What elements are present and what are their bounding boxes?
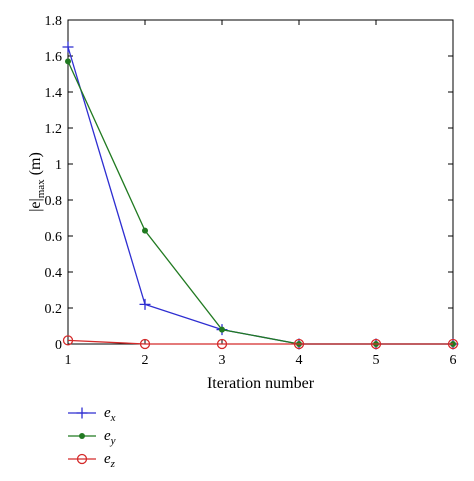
y-tick-label: 1: [55, 158, 62, 173]
legend-label-sub: y: [110, 435, 116, 447]
legend-label-sub: z: [110, 458, 116, 470]
x-axis-label: Iteration number: [207, 375, 315, 392]
data-point-ey: [142, 227, 148, 234]
y-tick-label: 1.2: [45, 122, 63, 137]
legend-label: ey: [104, 428, 116, 447]
y-axis-label-sub: max: [35, 179, 47, 198]
legend-marker: [79, 433, 85, 439]
y-axis: 0 0.2 0.4 0.6 0.8 1 1.2 1.4 1.6 1.8: [45, 14, 453, 353]
data-point-ey: [219, 326, 225, 333]
data-point-ez: [447, 338, 459, 350]
data-point-ex: [62, 41, 74, 53]
legend-label-main: e: [104, 451, 111, 467]
x-tick-label: 2: [142, 353, 149, 368]
legend-label-main: e: [104, 405, 111, 421]
y-tick-label: 0.2: [45, 302, 63, 317]
y-axis-label-unit: (m): [27, 152, 44, 179]
legend-item-ey: ey: [68, 428, 116, 447]
y-tick-label: 1.6: [45, 50, 63, 65]
x-tick-label: 6: [450, 353, 457, 368]
legend-item-ex: ex: [68, 405, 116, 424]
data-point-ez: [139, 338, 151, 350]
y-tick-label: 0.6: [45, 230, 63, 245]
legend-label: ex: [104, 405, 116, 424]
series-ey: [65, 58, 456, 347]
series-line-ex: [67, 46, 453, 345]
x-tick-label: 5: [373, 353, 380, 368]
legend-label-sub: x: [110, 412, 116, 424]
legend-label-main: e: [104, 428, 111, 444]
plot-area-frame: [67, 19, 454, 345]
series-ez: [62, 335, 459, 350]
data-point-ez: [62, 335, 74, 346]
x-tick-label: 1: [65, 353, 72, 368]
x-axis: 1 2 3 4 5 6: [65, 20, 457, 368]
y-tick-label: 1.4: [45, 86, 63, 101]
legend-marker: [76, 407, 88, 419]
series-line-ez: [67, 339, 453, 345]
data-point-ex: [139, 298, 151, 310]
y-tick-label: 0.8: [45, 194, 63, 209]
y-tick-label: 0: [55, 338, 62, 353]
legend-item-ez: ez: [68, 451, 116, 470]
series-line-ey: [67, 61, 453, 345]
y-axis-label-main: |e|: [27, 198, 44, 212]
data-point-ez: [293, 338, 305, 350]
series-layer: [62, 41, 459, 350]
legend-label: ez: [104, 451, 116, 470]
data-point-ez: [216, 338, 228, 350]
data-point-ez: [370, 338, 382, 350]
y-tick-label: 1.8: [45, 14, 63, 29]
data-point-ey: [65, 58, 71, 65]
x-tick-label: 3: [219, 353, 226, 368]
y-axis-label: |e|max (m): [27, 152, 47, 212]
y-tick-label: 0.4: [45, 266, 63, 281]
x-tick-label: 4: [296, 353, 303, 368]
series-ex: [62, 41, 459, 350]
legend-marker: [76, 453, 88, 465]
